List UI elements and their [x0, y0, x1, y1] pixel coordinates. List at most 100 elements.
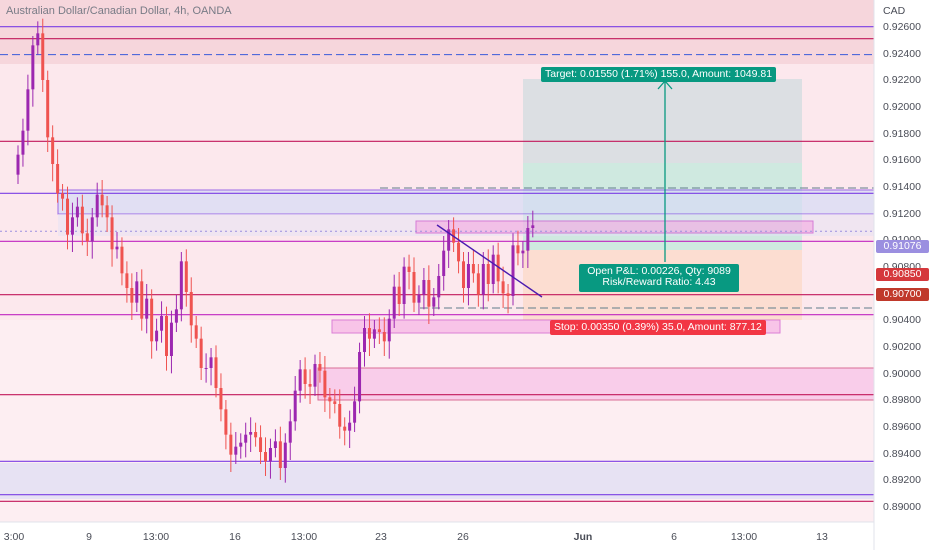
y-axis-tick: 0.92200: [883, 74, 921, 87]
candle-down: [56, 164, 60, 194]
y-axis-tick: 0.89600: [883, 421, 921, 433]
candle-up: [387, 318, 391, 342]
pink-box-top: [415, 220, 814, 234]
y-axis-tick: 0.92000: [883, 101, 921, 113]
candle-up: [417, 294, 421, 303]
candle-down: [85, 233, 89, 242]
candle-down: [140, 281, 144, 319]
candle-down: [486, 264, 490, 284]
x-axis-tick: Jun: [573, 531, 593, 543]
y-axis-currency: CAD: [883, 5, 906, 17]
candle-up: [160, 316, 164, 331]
trendline[interactable]: [436, 224, 543, 298]
support-zone-bottom: [0, 463, 874, 499]
candle-up: [204, 368, 208, 369]
candle-down: [308, 384, 312, 387]
candle-down: [303, 369, 307, 384]
candle-down: [471, 264, 475, 274]
candle-up: [363, 328, 366, 352]
candle-up: [268, 448, 272, 462]
y-axis-tick: 0.91600: [883, 154, 921, 167]
candle-down: [367, 328, 371, 339]
candle-up: [174, 309, 178, 323]
candle-down: [476, 273, 480, 295]
candle-down: [427, 280, 431, 307]
candle-down: [264, 452, 267, 462]
candle-down: [318, 364, 322, 371]
risk-reward-text: Risk/Reward Ratio: 4.43: [602, 276, 716, 288]
candle-down: [224, 409, 228, 435]
candle-down: [110, 217, 114, 250]
candle-up: [273, 441, 277, 448]
y-axis-tick: 0.90200: [883, 341, 921, 353]
candle-down: [462, 261, 465, 288]
candle-down: [189, 292, 193, 326]
candle-up: [422, 280, 426, 295]
candle-up: [298, 369, 302, 391]
candle-down: [41, 33, 45, 80]
candle-up: [244, 434, 248, 443]
candle-up: [75, 206, 79, 218]
candle-up: [521, 250, 525, 254]
candle-down: [397, 286, 401, 304]
candle-down: [229, 434, 233, 455]
y-axis-tick: 0.90400: [883, 314, 921, 327]
candle-up: [234, 446, 238, 455]
candle-down: [219, 388, 223, 410]
candle-up: [293, 390, 297, 422]
y-axis-tick: 0.92600: [883, 21, 921, 33]
candle-up: [239, 442, 243, 447]
candle-down: [254, 432, 258, 438]
candle-down: [184, 261, 188, 292]
candle-up: [135, 281, 139, 303]
candle-down: [457, 242, 461, 262]
open-price-tag: 0.90850: [876, 268, 929, 281]
candle-up: [36, 33, 40, 46]
candle-down: [66, 198, 69, 235]
candle-down: [61, 193, 65, 199]
candle-down: [150, 298, 154, 342]
candle-up: [353, 401, 357, 423]
candle-up: [31, 45, 35, 90]
candle-up: [288, 421, 292, 443]
candle-down: [516, 245, 520, 254]
candle-down: [496, 254, 500, 282]
candle-up: [283, 442, 287, 468]
candle-up: [90, 217, 94, 242]
y-axis-tick: 0.91800: [883, 127, 921, 140]
upper-zone-top: [0, 0, 874, 64]
candle-up: [526, 228, 530, 251]
candle-up: [491, 254, 495, 284]
candle-down: [51, 137, 55, 164]
x-axis-tick: 13: [816, 531, 828, 543]
candle-down: [105, 205, 109, 218]
candle-down: [323, 370, 327, 398]
candle-up: [249, 432, 253, 435]
candle-up: [169, 322, 173, 356]
candle-up: [432, 297, 436, 307]
target-label[interactable]: Target: 0.01550 (1.71%) 155.0, Amount: 1…: [541, 67, 777, 82]
open-pnl-label[interactable]: Open P&L: 0.00226, Qty: 9089 Risk/Reward…: [579, 264, 739, 292]
y-axis-tick: 0.89800: [883, 394, 921, 407]
candle-down: [100, 194, 104, 206]
open-pnl-text: Open P&L: 0.00226, Qty: 9089: [587, 265, 731, 277]
candle-down: [259, 437, 263, 452]
candle-up: [209, 357, 213, 368]
candle-down: [214, 357, 218, 388]
candle-up: [447, 229, 451, 251]
x-axis-tick: 16: [229, 531, 241, 543]
candle-down: [412, 272, 416, 303]
candle-up: [313, 364, 317, 387]
candle-up: [481, 264, 485, 295]
candle-up: [531, 225, 535, 228]
candle-up: [372, 329, 376, 339]
candle-down: [46, 80, 50, 138]
y-axis-tick: 0.91200: [883, 207, 921, 220]
candle-up: [115, 246, 119, 250]
candle-down: [165, 316, 168, 356]
candle-down: [377, 329, 381, 332]
stop-label[interactable]: Stop: 0.00350 (0.39%) 35.0, Amount: 877.…: [550, 320, 766, 335]
candle-up: [21, 130, 25, 155]
